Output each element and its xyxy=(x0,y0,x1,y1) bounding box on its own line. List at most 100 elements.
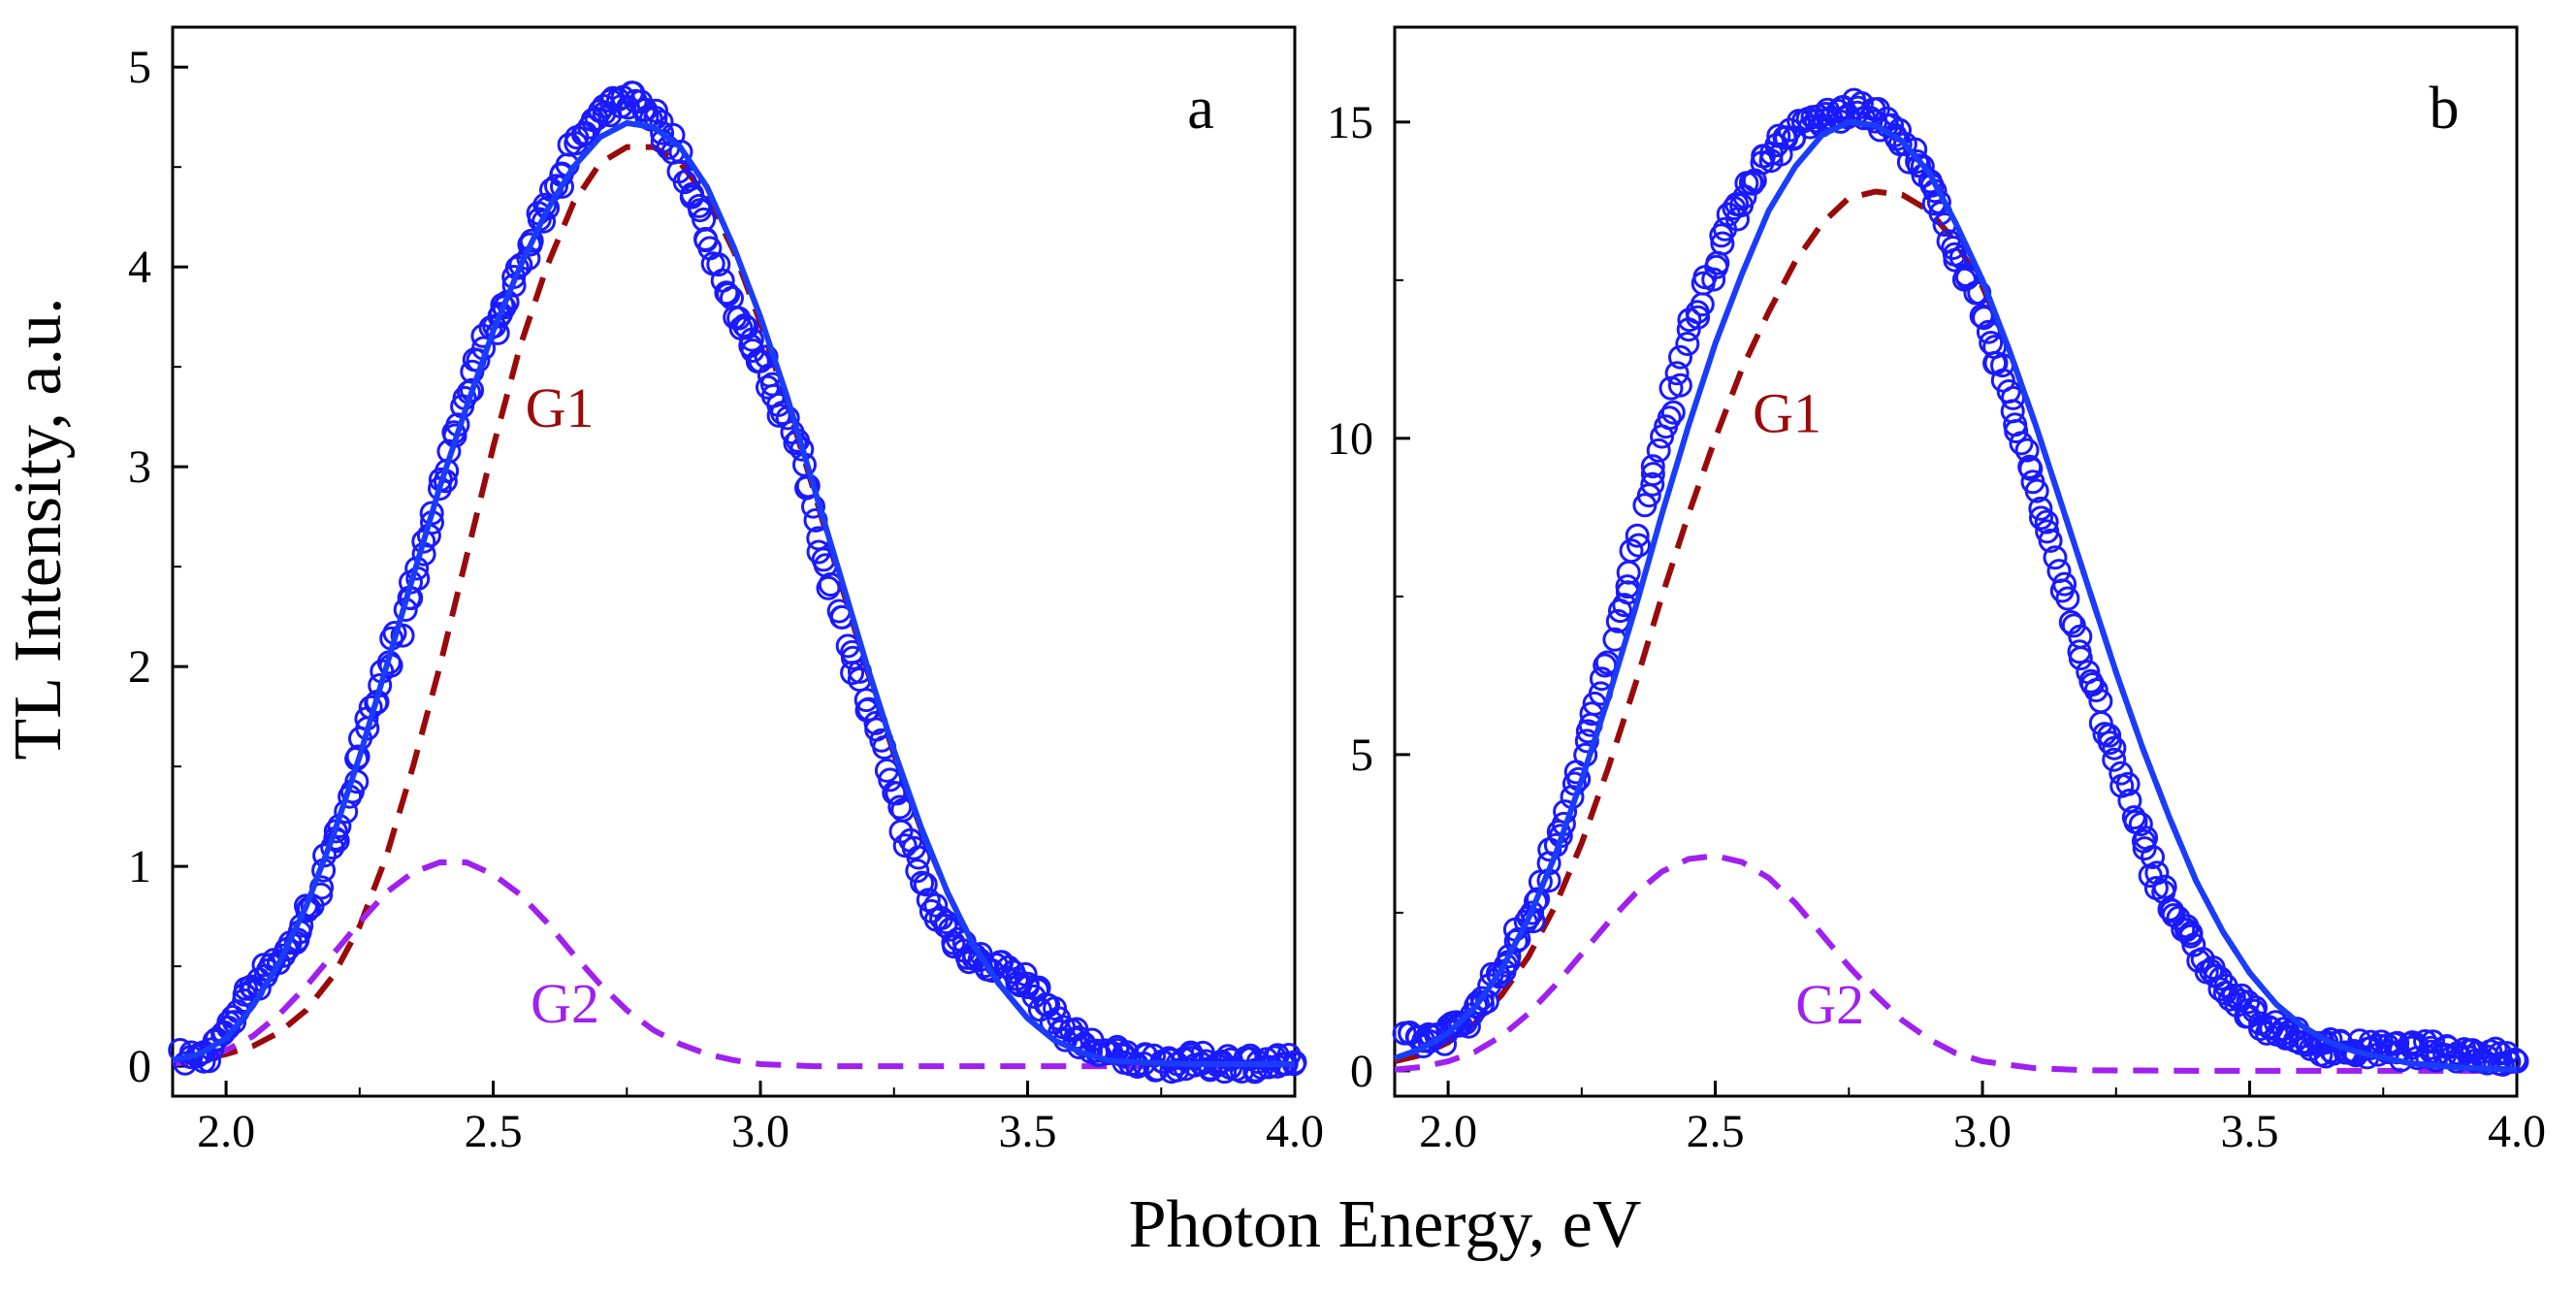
panel-b-data-point xyxy=(2088,711,2113,735)
panel-b-data-point xyxy=(2024,478,2049,503)
panel-b-y-tick-label: 5 xyxy=(1350,729,1373,781)
panel-b-data-point xyxy=(1640,454,1665,479)
panel-a-data-point xyxy=(906,845,931,870)
panel-a-y-tick-label: 3 xyxy=(128,441,151,493)
panel-a-label: a xyxy=(1187,76,1214,142)
x-axis-title: Photon Energy, eV xyxy=(1129,1187,1642,1262)
panel-b-data-point xyxy=(2166,905,2191,930)
panel-b-data-point xyxy=(2017,454,2043,479)
panel-a-data-point xyxy=(801,494,825,519)
panel-b-data-point xyxy=(1619,538,1644,564)
panel-a-x-tick-label: 2.5 xyxy=(465,1106,523,1157)
panel-a-data-point xyxy=(672,170,697,195)
panel-a-data-point xyxy=(1165,1057,1190,1083)
panel-b-data-point xyxy=(1701,267,1726,292)
panel-b-data-point xyxy=(2009,431,2034,456)
panel-a-data-point xyxy=(913,872,938,897)
panel-a-data-point xyxy=(878,767,903,793)
panel-b-data-point xyxy=(2004,419,2029,443)
panel-b-data-point xyxy=(1503,928,1529,954)
panel-b-data-point xyxy=(2083,678,2109,702)
panel-a-data-point xyxy=(550,174,574,199)
panel-b-data-point xyxy=(2046,559,2072,584)
panel-b-data-point xyxy=(1625,523,1650,548)
panel-b-x-tick-label: 4.0 xyxy=(2488,1106,2546,1157)
panel-b-g1-curve xyxy=(1394,188,2518,1073)
panel-b-data-point xyxy=(2102,747,2127,772)
panel-b-data-point xyxy=(1910,154,1935,178)
panel-b-data-point xyxy=(1668,344,1692,370)
panel-b-data-point xyxy=(1690,292,1715,317)
panel-a-frame xyxy=(171,25,1297,1098)
panel-a-data-point xyxy=(739,327,764,352)
panel-b-data-point xyxy=(1657,405,1682,431)
panel-a-data-point xyxy=(644,98,668,123)
panel-b-data-point xyxy=(2128,812,2153,837)
panel-b-data-point xyxy=(1667,373,1692,398)
panel-b-data-point xyxy=(2029,505,2053,531)
panel-b-x-tick-label: 3.5 xyxy=(2221,1106,2279,1157)
panel-b-data-point xyxy=(2504,1049,2529,1074)
panel-a-data-points xyxy=(168,81,1307,1085)
panel-b-data-point xyxy=(1526,887,1551,912)
panel-b-data-point xyxy=(1626,533,1651,558)
panel-a-x-tick-label: 3.5 xyxy=(999,1106,1057,1157)
panel-a-data-point xyxy=(535,195,561,220)
panel-a-y-tick-label: 1 xyxy=(128,841,151,892)
panel-a-axis-ticks: 2.0 2.5 3.0 3.5 4.0 0 1 2 3 4 5 xyxy=(128,42,1324,1157)
panel-b-data-point xyxy=(2014,437,2040,463)
panel-b-data-point xyxy=(2097,723,2122,748)
panel-b-data-point xyxy=(1640,471,1665,497)
panel-a-data-point xyxy=(668,140,693,164)
panel-b-data-point xyxy=(1969,304,1994,329)
panel-b-label: b xyxy=(2430,76,2460,142)
panel-b-y-tick-label: 0 xyxy=(1350,1046,1373,1097)
panel-b-data-point xyxy=(2052,571,2077,597)
panel-b-data-point xyxy=(2043,545,2068,570)
panel-a-y-tick-label: 2 xyxy=(128,641,151,693)
panel-b-data-point xyxy=(1646,437,1671,463)
panel-a-data-point xyxy=(508,252,533,277)
panel-a-y-tick-label: 5 xyxy=(128,42,151,93)
panel-b-data-point xyxy=(2217,987,2242,1012)
panel-b-data-point xyxy=(1768,142,1793,167)
panel-b-data-point xyxy=(1660,400,1686,425)
panel-a-x-tick-label: 2.0 xyxy=(197,1106,255,1157)
panel-b-data-point xyxy=(1725,207,1750,232)
panel-b-curves xyxy=(1394,188,2518,1074)
panel-b-data-point xyxy=(1616,560,1641,585)
panel-b-data-point xyxy=(1675,332,1700,356)
panel-b-g1-label: G1 xyxy=(1753,381,1821,444)
panel-a-data-point xyxy=(714,280,739,306)
panel-a-data-point xyxy=(806,539,831,565)
panel-b-g2-curve xyxy=(1394,853,2517,1074)
panel-a-data-point xyxy=(816,575,841,600)
panel-b-x-tick-label: 2.5 xyxy=(1687,1106,1745,1157)
panel-a-g2-label: G2 xyxy=(531,972,599,1035)
panel-b-axis-ticks: 2.0 2.5 3.0 3.5 4.0 0 5 10 15 xyxy=(1327,97,2546,1157)
panel-b-data-point xyxy=(2141,845,2165,869)
panel-a-y-tick-label: 4 xyxy=(128,242,151,293)
panel-b-data-point xyxy=(1710,231,1735,256)
panel-a-g2-curve xyxy=(172,859,1295,1070)
panel-b-fit-curve xyxy=(1393,118,2518,1073)
panel-a-data-point xyxy=(887,794,913,820)
panel-a: a 2.0 2.5 3.0 3.5 4.0 0 1 2 3 4 5 G1 G2 xyxy=(128,25,1324,1157)
panel-b-x-tick-label: 3.0 xyxy=(1953,1106,2012,1157)
panel-a-data-point xyxy=(706,252,731,277)
panel-b-data-point xyxy=(2038,528,2063,553)
panel-b-data-point xyxy=(1640,462,1665,487)
panel-a-x-tick-label: 4.0 xyxy=(1266,1106,1324,1157)
panel-b-data-points xyxy=(1392,87,2529,1077)
panel-b-data-point xyxy=(1574,729,1599,754)
panel-b-data-point xyxy=(2068,646,2093,671)
y-axis-title: TL Intensity, a.u. xyxy=(1,298,76,761)
panel-a-fit-curve xyxy=(172,119,1295,1067)
panel-a-data-point xyxy=(519,228,544,253)
panel-b-frame xyxy=(1393,25,2519,1098)
panel-b-data-point xyxy=(2034,509,2059,535)
panel-b-g2-label: G2 xyxy=(1795,973,1864,1036)
panel-b-data-point xyxy=(1615,574,1640,599)
panel-b-x-tick-label: 2.0 xyxy=(1419,1106,1477,1157)
panel-b-data-point xyxy=(2132,836,2157,861)
